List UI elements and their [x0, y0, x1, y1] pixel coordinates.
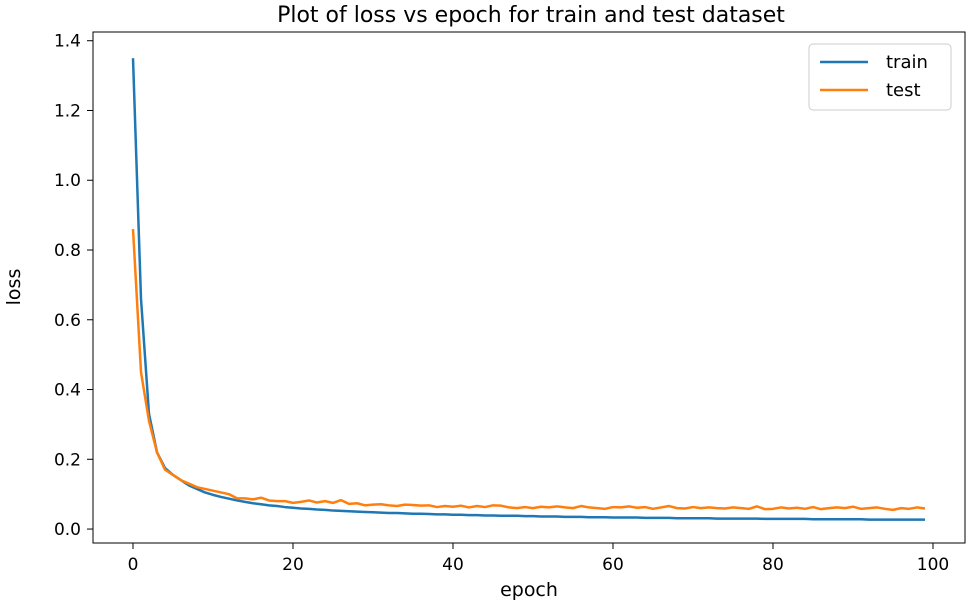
series-lines: [131, 58, 926, 521]
y-tick-label: 1.4: [54, 32, 81, 52]
plot-area: [131, 58, 926, 521]
x-tick-label: 80: [762, 555, 784, 575]
series-line-test: [131, 229, 926, 512]
y-tick-label: 0.0: [54, 520, 81, 540]
y-tick-label: 0.6: [54, 311, 81, 331]
y-tick-label: 0.2: [54, 450, 81, 470]
x-axis-label: epoch: [500, 579, 558, 601]
legend: train test: [808, 43, 952, 111]
legend-label-train: train: [886, 52, 928, 73]
y-tick-label: 0.8: [54, 241, 81, 261]
x-axis: 0 20 40 60 80 100: [128, 543, 949, 575]
x-tick-label: 0: [128, 555, 139, 575]
series-line-train: [131, 58, 925, 521]
y-axis: 0.0 0.2 0.4 0.6 0.8 1.0 1.2 1.4: [54, 32, 93, 540]
y-tick-label: 1.0: [54, 171, 81, 191]
x-tick-label: 60: [602, 555, 624, 575]
legend-box: [808, 43, 952, 111]
y-tick-label: 1.2: [54, 101, 81, 121]
chart-title: Plot of loss vs epoch for train and test…: [277, 3, 785, 28]
x-tick-label: 100: [917, 555, 949, 575]
y-axis-label: loss: [3, 269, 25, 306]
plot-frame: [92, 31, 966, 544]
y-tick-label: 0.4: [54, 381, 81, 401]
legend-label-test: test: [886, 80, 921, 101]
x-tick-label: 40: [442, 555, 464, 575]
x-tick-label: 20: [282, 555, 304, 575]
